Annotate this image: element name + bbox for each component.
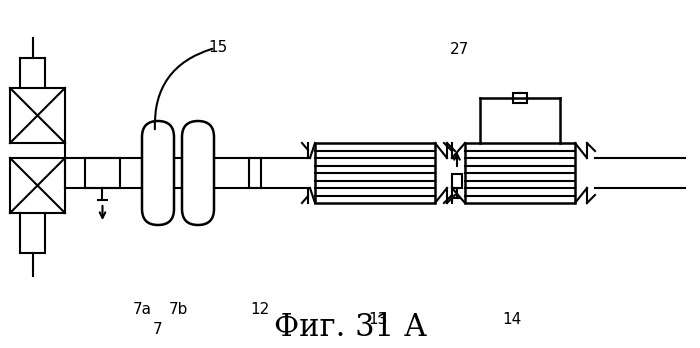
Polygon shape bbox=[249, 158, 261, 188]
Text: 7b: 7b bbox=[168, 302, 188, 317]
Polygon shape bbox=[452, 174, 462, 188]
Text: Фиг. 31 А: Фиг. 31 А bbox=[274, 312, 426, 343]
Text: 15: 15 bbox=[209, 40, 228, 55]
Polygon shape bbox=[315, 143, 435, 203]
Text: 13: 13 bbox=[368, 313, 388, 327]
FancyBboxPatch shape bbox=[182, 121, 214, 225]
Text: 12: 12 bbox=[251, 302, 270, 317]
Text: 7: 7 bbox=[153, 323, 163, 338]
FancyBboxPatch shape bbox=[142, 121, 174, 225]
Polygon shape bbox=[85, 158, 120, 188]
Text: 14: 14 bbox=[503, 313, 522, 327]
Polygon shape bbox=[513, 93, 527, 103]
Text: 27: 27 bbox=[450, 42, 470, 57]
Text: 7a: 7a bbox=[132, 302, 151, 317]
Polygon shape bbox=[465, 143, 575, 203]
